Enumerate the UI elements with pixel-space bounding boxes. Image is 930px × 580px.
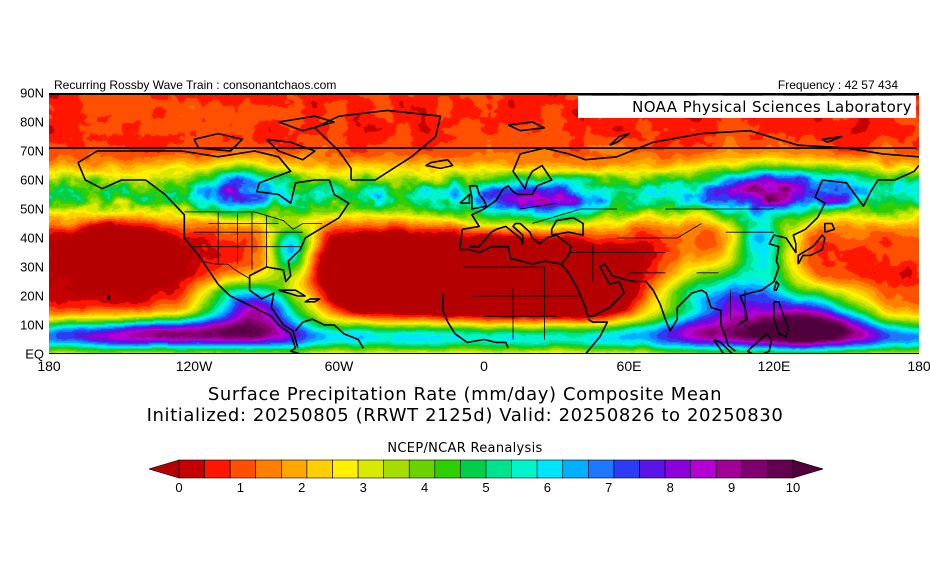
coastline — [294, 318, 364, 349]
colorbar-segment — [281, 459, 308, 479]
colorbar-segment — [460, 459, 487, 479]
coastline — [550, 216, 584, 236]
latitude-label: EQ — [25, 346, 44, 362]
colorbar-segment — [767, 459, 794, 479]
coastlines-overlay — [49, 109, 919, 354]
colorbar-tick-label: 9 — [727, 480, 736, 495]
coastline — [442, 293, 509, 349]
colorbar-segment — [639, 459, 666, 479]
colorbar-tick-label: 5 — [482, 480, 490, 495]
coastline — [265, 138, 316, 161]
coastline — [459, 129, 919, 250]
colorbar-segment — [690, 459, 717, 479]
colorbar-tick-label: 10 — [785, 480, 801, 495]
political-border — [184, 211, 323, 230]
colorbar-tick-label: 2 — [298, 480, 306, 495]
chart-title: Surface Precipitation Rate (mm/day) Comp… — [207, 384, 723, 405]
colorbar-tick-label: 4 — [420, 480, 429, 495]
colorbar-segment — [434, 459, 461, 479]
precipitation-map — [49, 93, 919, 354]
colorbar-tick-label: 0 — [175, 480, 183, 495]
colorbar-segment — [588, 459, 615, 479]
coastline — [584, 318, 609, 354]
colorbar-segment — [383, 459, 410, 479]
colorbar-over-arrow — [792, 459, 823, 479]
coastline — [468, 185, 488, 210]
coastline — [609, 132, 630, 146]
political-border — [616, 223, 702, 239]
dataset-label: NCEP/NCAR Reanalysis — [387, 441, 543, 456]
colorbar-segment — [229, 459, 257, 479]
colorbar-segment — [332, 459, 359, 479]
coastline — [313, 109, 442, 181]
longitude-label: 180 — [37, 358, 61, 374]
coastline — [77, 150, 350, 349]
coastline — [560, 263, 736, 352]
latitude-label: 40N — [20, 230, 44, 246]
colorbar-segment — [613, 459, 640, 479]
colorbar-tick-label: 1 — [236, 480, 245, 495]
longitude-label: 180 — [907, 358, 930, 374]
colorbar-segment — [511, 459, 538, 479]
colorbar-segment — [204, 459, 231, 479]
latitude-label: 50N — [20, 201, 44, 217]
map-frame — [49, 93, 919, 354]
latitude-label: 90N — [20, 85, 44, 101]
political-border — [520, 202, 557, 210]
colorbar-segment — [178, 459, 205, 479]
colorbar-segment — [485, 459, 512, 479]
latitude-label: 20N — [20, 288, 44, 304]
colorbar-segment — [715, 459, 743, 479]
latitude-label: 80N — [20, 114, 44, 130]
coastline — [823, 222, 836, 233]
political-border — [532, 208, 617, 224]
coastline — [746, 332, 773, 354]
political-border — [201, 260, 250, 279]
colorbar-segment — [357, 459, 384, 479]
colorbar — [149, 459, 823, 479]
colorbar-tick-label: 7 — [605, 480, 613, 495]
colorbar-tick-label: 6 — [543, 480, 552, 495]
colorbar-under-arrow — [149, 459, 180, 479]
coastline — [77, 162, 297, 349]
colorbar-segment — [536, 459, 564, 479]
longitude-label: 120W — [175, 358, 213, 374]
colorbar-segment — [741, 459, 768, 479]
header-right-text: Frequency : 42 57 434 — [777, 78, 898, 92]
coastline — [797, 234, 826, 265]
colorbar-segment — [408, 459, 436, 479]
colorbar-tick-label: 3 — [359, 480, 367, 495]
colorbar-segment — [306, 459, 333, 479]
coastline — [193, 132, 244, 152]
coastline — [821, 135, 843, 144]
header-left-text: Recurring Rossby Wave Train : consonantc… — [54, 78, 337, 92]
colorbar-segment — [255, 459, 282, 479]
coastline — [459, 193, 471, 204]
chart-subtitle-dates: Initialized: 20250805 (RRWT 2125d) Valid… — [146, 405, 784, 426]
coastline — [278, 115, 336, 132]
longitude-label: 60W — [324, 358, 354, 374]
coastline — [773, 301, 790, 338]
coastline — [278, 289, 307, 297]
colorbar-segment — [562, 459, 589, 479]
latitude-label: 10N — [20, 317, 44, 333]
noaa-credit-label: NOAA Physical Sciences Laboratory — [578, 96, 916, 118]
coastline — [773, 280, 780, 291]
latitude-label: 70N — [20, 143, 44, 159]
longitude-label: 0 — [480, 358, 488, 374]
longitude-label: 60E — [616, 358, 642, 374]
colorbar-segment — [664, 459, 691, 479]
colorbar-tick-label: 8 — [666, 480, 674, 495]
coastline — [106, 295, 111, 300]
longitude-label: 120E — [757, 358, 791, 374]
coastline — [712, 338, 734, 354]
coastline — [737, 164, 919, 326]
coastline — [507, 121, 546, 132]
coastline — [425, 158, 454, 170]
coastline — [459, 222, 572, 265]
coastline — [304, 298, 321, 303]
latitude-label: 30N — [20, 259, 44, 275]
latitude-label: 60N — [20, 172, 44, 188]
